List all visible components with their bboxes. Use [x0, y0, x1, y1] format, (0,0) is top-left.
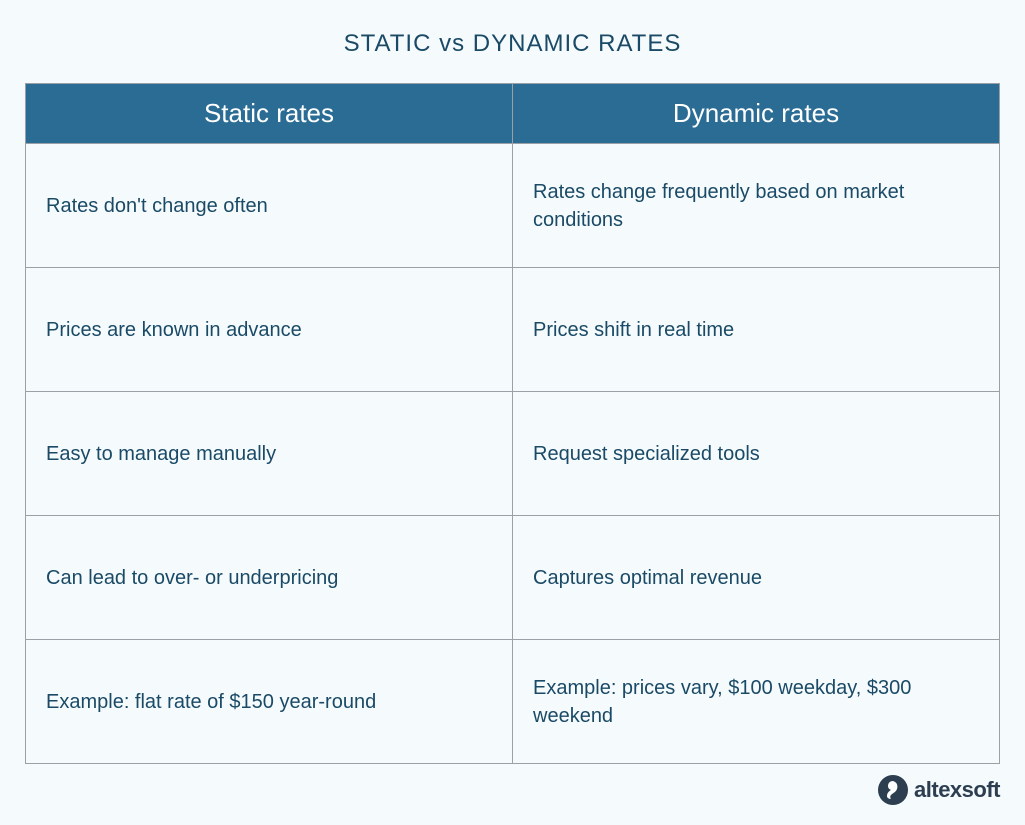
- table-header-row: Static rates Dynamic rates: [26, 84, 1000, 144]
- page-title: STATIC vs DYNAMIC RATES: [25, 30, 1000, 58]
- column-header-dynamic: Dynamic rates: [513, 84, 1000, 144]
- table-row: Easy to manage manually Request speciali…: [26, 392, 1000, 516]
- cell-static: Rates don't change often: [26, 144, 513, 268]
- cell-dynamic: Example: prices vary, $100 weekday, $300…: [513, 640, 1000, 764]
- table-row: Example: flat rate of $150 year-round Ex…: [26, 640, 1000, 764]
- cell-static: Prices are known in advance: [26, 268, 513, 392]
- cell-static: Easy to manage manually: [26, 392, 513, 516]
- table-row: Prices are known in advance Prices shift…: [26, 268, 1000, 392]
- table-row: Can lead to over- or underpricing Captur…: [26, 516, 1000, 640]
- cell-dynamic: Prices shift in real time: [513, 268, 1000, 392]
- brand-logo-text: altexsoft: [914, 777, 1000, 803]
- comparison-table: Static rates Dynamic rates Rates don't c…: [25, 83, 1000, 764]
- cell-static: Can lead to over- or underpricing: [26, 516, 513, 640]
- cell-dynamic: Request specialized tools: [513, 392, 1000, 516]
- cell-static: Example: flat rate of $150 year-round: [26, 640, 513, 764]
- brand-logo: altexsoft: [878, 775, 1000, 805]
- column-header-static: Static rates: [26, 84, 513, 144]
- cell-dynamic: Rates change frequently based on market …: [513, 144, 1000, 268]
- brand-logo-icon: [878, 775, 908, 805]
- table-row: Rates don't change often Rates change fr…: [26, 144, 1000, 268]
- cell-dynamic: Captures optimal revenue: [513, 516, 1000, 640]
